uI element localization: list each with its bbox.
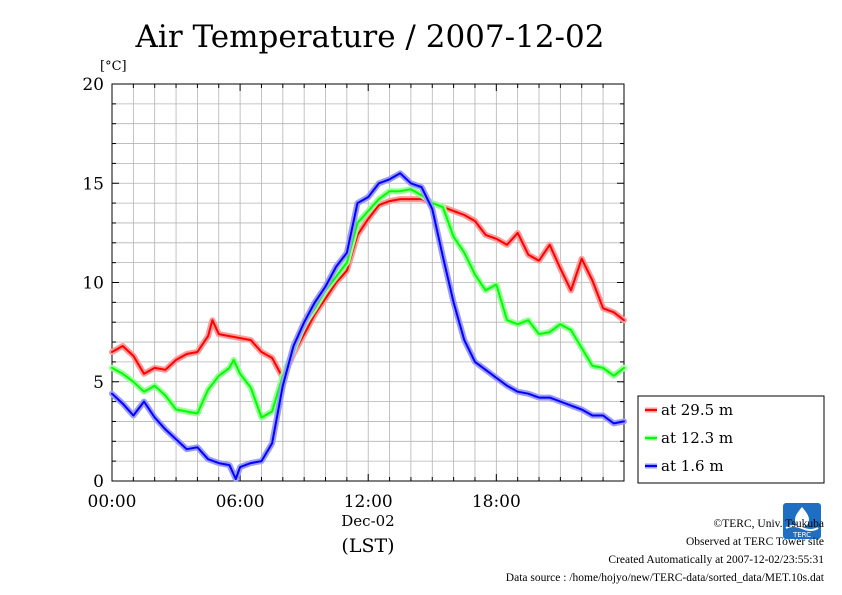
- y-tick-label: 10: [82, 274, 104, 294]
- x-tick-label: 06:00: [216, 492, 265, 512]
- series-line-3: [111, 172, 625, 480]
- x-axis-date-label: Dec-02: [341, 512, 394, 530]
- x-axis-unit-label: (LST): [341, 535, 394, 557]
- x-tick-label: 00:00: [88, 492, 137, 512]
- x-tick-labels: 00:00 06:00 12:00 18:00: [88, 492, 521, 512]
- water-drop-icon: [795, 507, 809, 527]
- y-tick-label: 5: [93, 373, 104, 393]
- footer-created: Created Automatically at 2007-12-02/23:5…: [608, 554, 824, 566]
- axis-ticks: [111, 83, 625, 482]
- chart-title: Air Temperature / 2007-12-02: [135, 19, 605, 55]
- grid-lines: [112, 84, 624, 481]
- series-layer: [109, 170, 627, 482]
- footer-copyright: ©TERC, Univ. Tsukuba: [713, 518, 824, 530]
- y-tick-label: 0: [93, 472, 104, 492]
- terc-logo: TERC: [783, 503, 821, 539]
- legend-label: at 12.3 m: [661, 429, 733, 447]
- x-tick-label: 18:00: [472, 492, 521, 512]
- y-axis-label: [°C]: [100, 59, 127, 74]
- y-tick-label: 20: [82, 75, 104, 95]
- legend-box: [637, 395, 825, 484]
- x-tick-label: 12:00: [344, 492, 393, 512]
- legend-label: at 29.5 m: [661, 401, 733, 419]
- series-line-2: [111, 188, 625, 419]
- legend: at 29.5 m at 12.3 m at 1.6 m: [645, 401, 733, 475]
- footer-source: Data source : /home/hojyo/new/TERC-data/…: [505, 572, 824, 584]
- y-tick-labels: 0 5 10 15 20: [82, 75, 104, 492]
- y-tick-label: 15: [82, 174, 104, 194]
- wave-icon: [785, 525, 819, 531]
- series-line-1: [111, 198, 625, 379]
- footer-observed: Observed at TERC Tower site: [685, 536, 824, 548]
- logo-text: TERC: [792, 531, 811, 539]
- legend-label: at 1.6 m: [661, 457, 724, 475]
